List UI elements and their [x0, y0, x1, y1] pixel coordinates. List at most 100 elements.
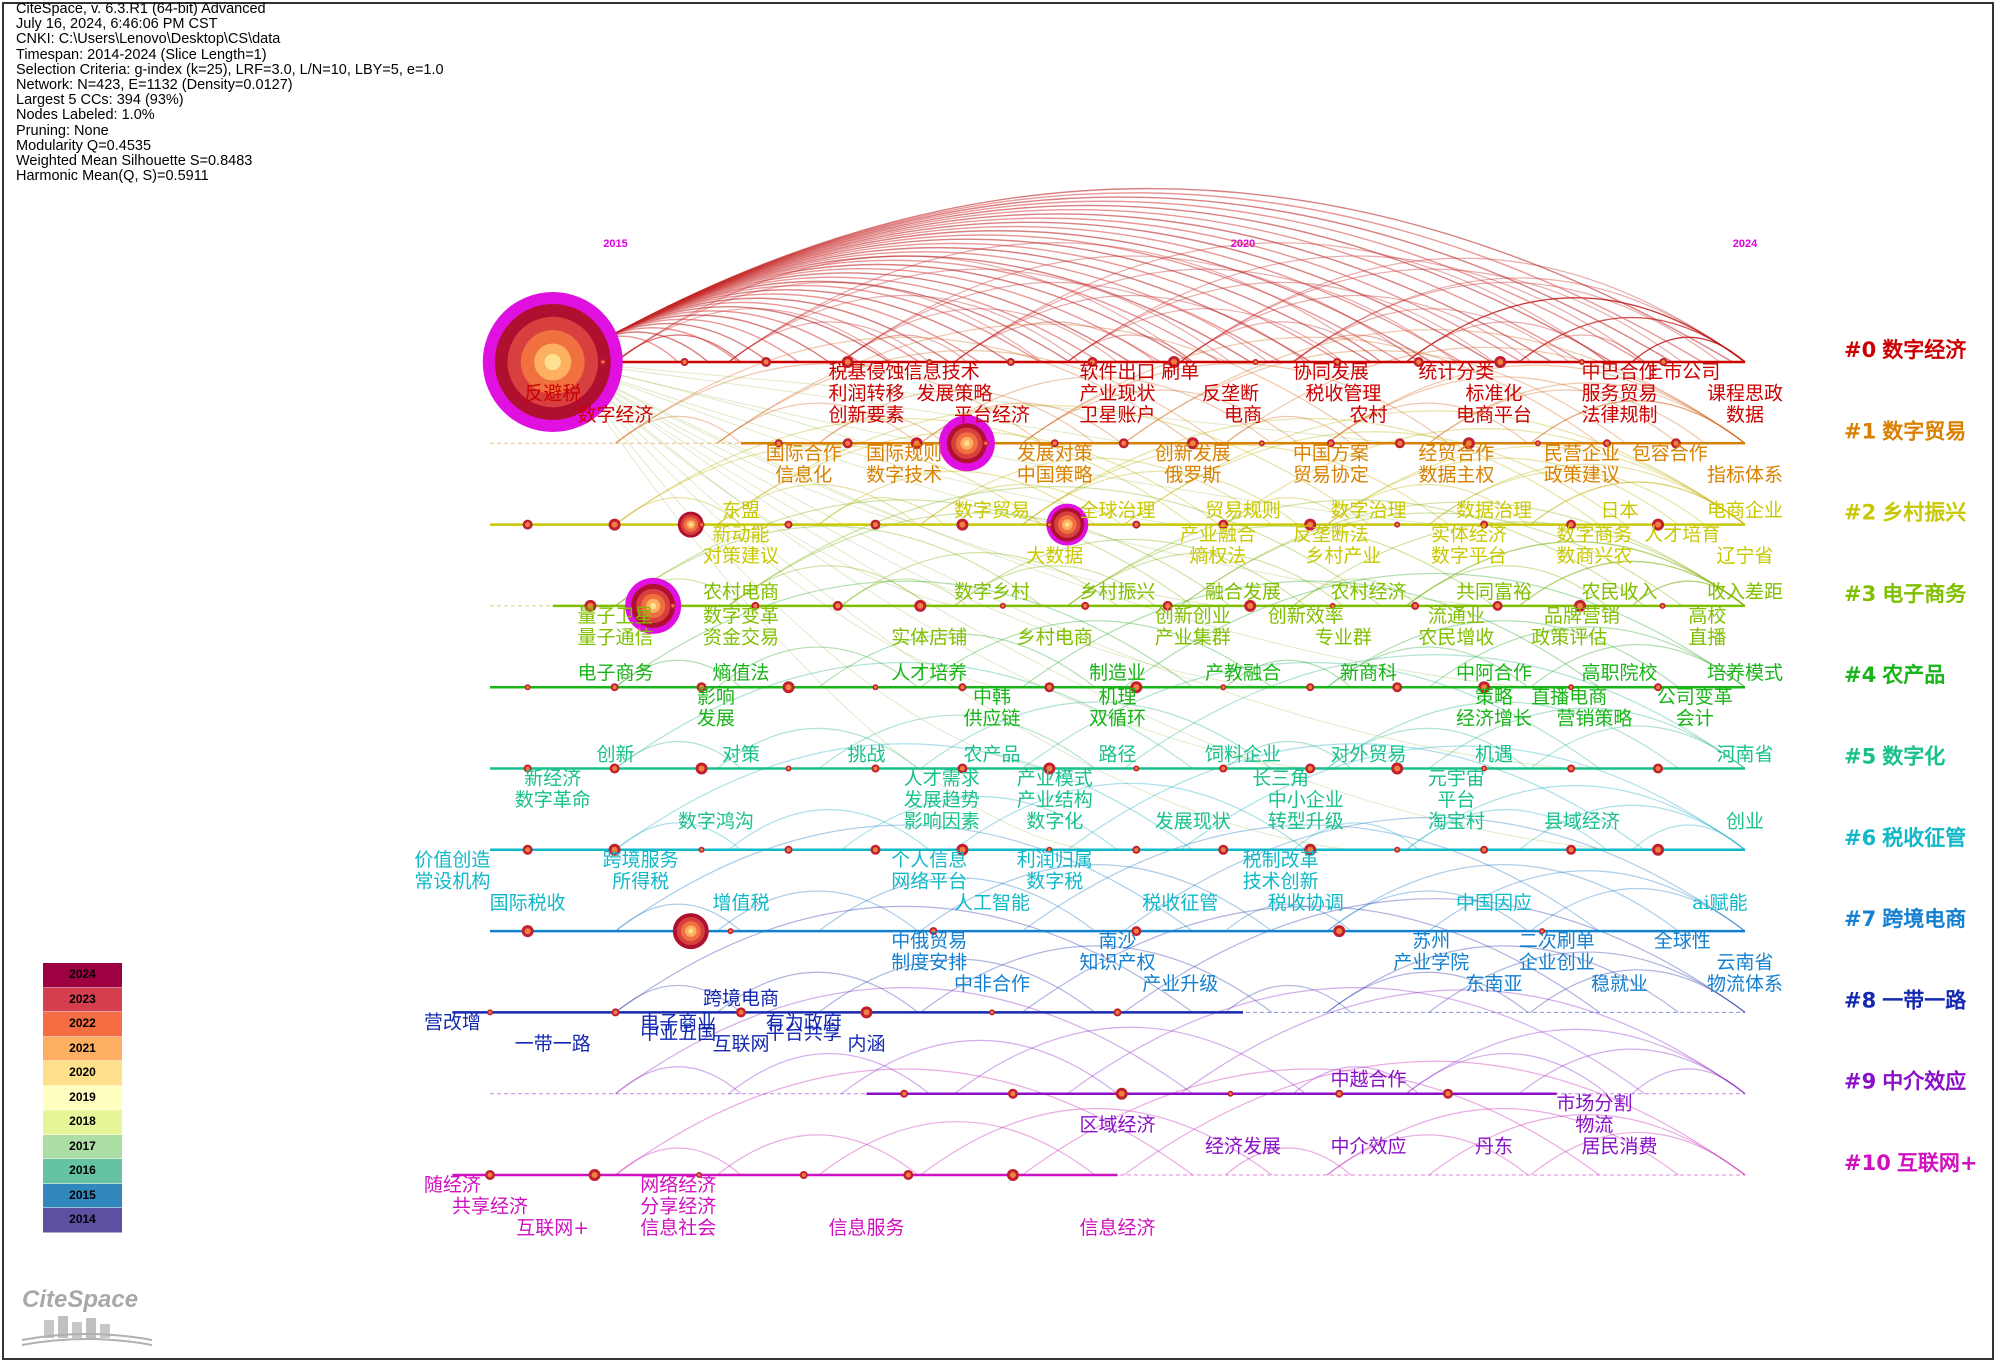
keyword-node[interactable]	[608, 518, 621, 531]
keyword-node[interactable]	[1392, 682, 1403, 693]
keyword-node[interactable]	[1220, 684, 1227, 691]
keyword-node[interactable]	[1602, 439, 1611, 448]
keyword-node[interactable]	[782, 681, 795, 694]
keyword-node[interactable]	[523, 764, 532, 773]
keyword-node[interactable]	[1304, 518, 1317, 531]
keyword-node[interactable]	[989, 1009, 995, 1016]
keyword-node[interactable]	[1043, 762, 1056, 775]
keyword-node[interactable]	[1162, 600, 1173, 611]
keyword-node[interactable]	[1566, 519, 1577, 530]
keyword-node[interactable]	[841, 356, 854, 368]
keyword-node[interactable]	[799, 1171, 808, 1179]
keyword-node[interactable]	[1219, 764, 1228, 773]
keyword-node[interactable]	[1659, 602, 1666, 609]
keyword-node[interactable]	[761, 357, 772, 367]
keyword-node[interactable]	[1252, 359, 1259, 365]
keyword-node[interactable]	[1186, 437, 1199, 450]
keyword-node[interactable]	[669, 602, 676, 609]
keyword-node[interactable]	[1006, 358, 1015, 366]
keyword-node[interactable]	[1326, 439, 1335, 448]
keyword-node[interactable]	[1394, 521, 1401, 528]
keyword-node[interactable]	[522, 519, 533, 530]
keyword-node[interactable]	[784, 520, 793, 529]
keyword-node[interactable]	[910, 437, 923, 450]
keyword-node[interactable]	[1333, 925, 1346, 938]
keyword-node[interactable]	[1413, 357, 1424, 367]
keyword-node[interactable]	[1115, 1087, 1128, 1100]
keyword-node[interactable]	[610, 683, 619, 692]
keyword-node[interactable]	[1044, 682, 1055, 693]
keyword-node[interactable]	[1006, 1169, 1019, 1181]
keyword-node[interactable]	[588, 1169, 601, 1181]
keyword-node[interactable]	[1131, 926, 1142, 937]
keyword-node[interactable]	[842, 438, 853, 449]
keyword-node[interactable]	[599, 359, 606, 365]
keyword-node[interactable]	[1081, 601, 1090, 610]
keyword-node[interactable]	[785, 765, 792, 772]
keyword-node[interactable]	[695, 762, 708, 775]
keyword-node[interactable]	[1167, 356, 1180, 368]
keyword-node[interactable]	[1574, 599, 1587, 612]
keyword-node[interactable]	[1539, 928, 1546, 935]
keyword-node[interactable]	[1007, 1088, 1018, 1099]
keyword-node[interactable]	[677, 511, 704, 538]
keyword-node[interactable]	[736, 1007, 746, 1018]
keyword-node[interactable]	[1333, 358, 1342, 366]
keyword-node[interactable]	[1442, 1088, 1453, 1099]
keyword-node[interactable]	[1046, 503, 1089, 546]
keyword-node[interactable]	[1534, 440, 1541, 447]
keyword-node[interactable]	[1480, 520, 1489, 529]
keyword-node[interactable]	[900, 1089, 909, 1098]
keyword-node[interactable]	[870, 844, 881, 855]
keyword-node[interactable]	[698, 846, 705, 853]
keyword-node[interactable]	[1046, 846, 1053, 853]
keyword-node[interactable]	[625, 577, 682, 634]
keyword-node[interactable]	[1258, 440, 1265, 447]
keyword-node[interactable]	[1462, 437, 1475, 450]
keyword-node[interactable]	[1329, 602, 1336, 609]
keyword-node[interactable]	[956, 518, 969, 531]
keyword-node[interactable]	[1481, 765, 1488, 772]
keyword-node[interactable]	[956, 843, 969, 856]
keyword-node[interactable]	[1046, 521, 1053, 528]
keyword-node[interactable]	[871, 764, 880, 773]
keyword-node[interactable]	[1394, 846, 1401, 853]
keyword-node[interactable]	[609, 763, 620, 774]
keyword-node[interactable]	[1578, 359, 1585, 365]
keyword-node[interactable]	[698, 521, 705, 528]
keyword-node[interactable]	[524, 684, 531, 691]
keyword-node[interactable]	[1652, 843, 1665, 856]
keyword-node[interactable]	[1478, 681, 1491, 694]
keyword-node[interactable]	[1130, 681, 1143, 694]
keyword-node[interactable]	[1227, 1090, 1234, 1097]
keyword-node[interactable]	[872, 684, 879, 691]
keyword-node[interactable]	[1394, 438, 1405, 449]
keyword-node[interactable]	[1567, 764, 1576, 773]
keyword-node[interactable]	[784, 845, 793, 854]
keyword-node[interactable]	[1494, 356, 1507, 368]
keyword-node[interactable]	[584, 599, 597, 612]
keyword-node[interactable]	[860, 1006, 873, 1019]
keyword-node[interactable]	[1244, 599, 1257, 612]
keyword-node[interactable]	[957, 763, 968, 774]
keyword-node[interactable]	[1305, 763, 1316, 774]
keyword-node[interactable]	[832, 600, 843, 611]
keyword-node[interactable]	[680, 358, 689, 366]
keyword-node[interactable]	[1050, 439, 1059, 448]
keyword-node[interactable]	[1132, 845, 1141, 854]
keyword-node[interactable]	[485, 1170, 495, 1180]
keyword-node[interactable]	[1568, 684, 1575, 691]
keyword-node[interactable]	[929, 927, 938, 936]
keyword-node[interactable]	[1391, 762, 1404, 775]
keyword-node[interactable]	[1670, 438, 1681, 449]
keyword-node[interactable]	[1652, 518, 1665, 531]
keyword-node[interactable]	[914, 599, 927, 612]
keyword-node[interactable]	[1304, 843, 1317, 856]
keyword-node[interactable]	[1566, 844, 1577, 855]
keyword-node[interactable]	[1087, 357, 1098, 367]
keyword-node[interactable]	[672, 913, 709, 950]
keyword-node[interactable]	[958, 683, 967, 692]
keyword-node[interactable]	[1653, 763, 1664, 774]
keyword-node[interactable]	[1306, 683, 1315, 692]
keyword-node[interactable]	[751, 601, 760, 610]
